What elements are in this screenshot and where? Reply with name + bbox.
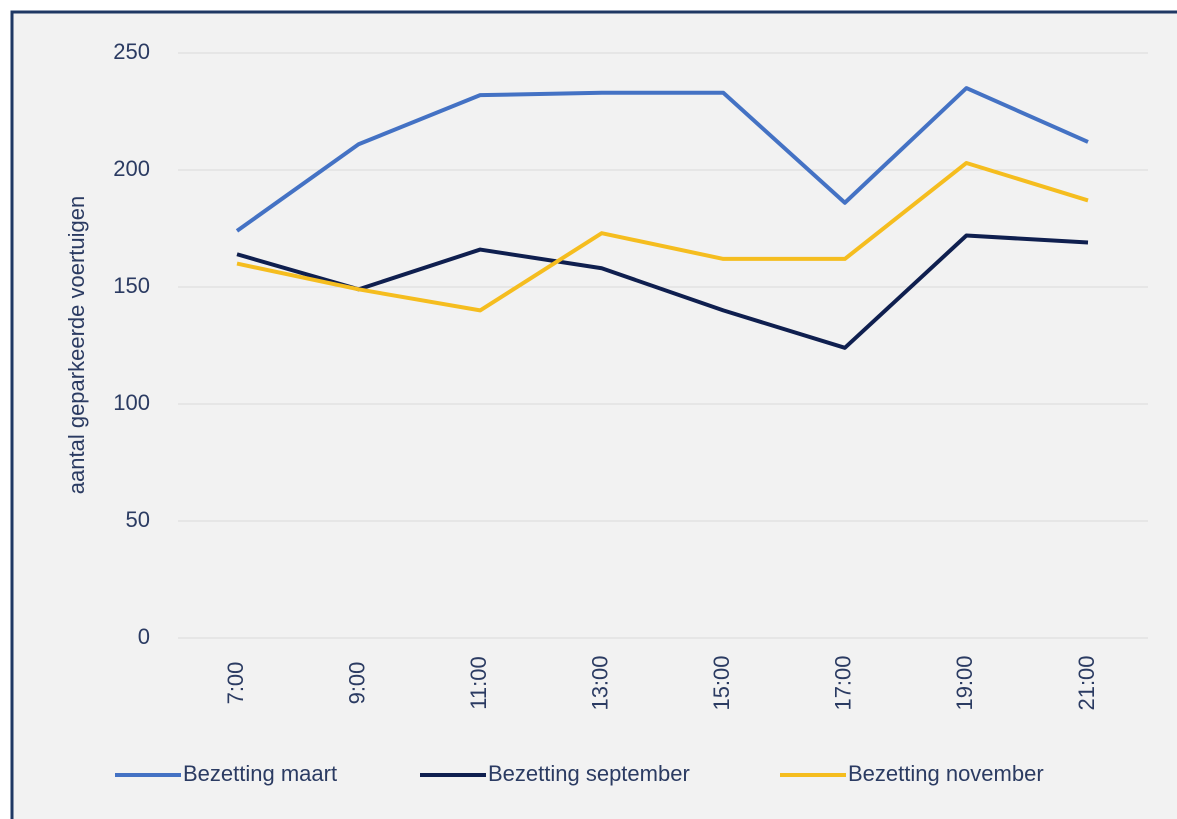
x-tick-label: 19:00	[952, 655, 977, 710]
x-tick-label: 7:00	[223, 662, 248, 705]
x-tick-label: 21:00	[1074, 655, 1099, 710]
line-series	[236, 160, 1089, 313]
legend-label: Bezetting november	[848, 761, 1044, 786]
y-tick-label: 100	[113, 390, 150, 415]
x-tick-label: 17:00	[831, 655, 856, 710]
y-tick-label: 150	[113, 273, 150, 298]
x-tick-label: 9:00	[344, 662, 369, 705]
y-tick-label: 50	[126, 507, 150, 532]
legend-label: Bezetting maart	[183, 761, 337, 786]
chart-frame	[10, 10, 1177, 819]
x-tick-label: 13:00	[588, 655, 613, 710]
x-tick-label: 11:00	[466, 656, 491, 709]
y-tick-label: 200	[113, 156, 150, 181]
line-series	[236, 233, 1089, 350]
line-series	[235, 86, 1089, 233]
y-tick-label: 250	[113, 39, 150, 64]
x-tick-label: 15:00	[709, 655, 734, 710]
legend-label: Bezetting september	[488, 761, 690, 786]
y-axis-label: aantal geparkeerde voertuigen	[64, 196, 89, 494]
y-tick-label: 0	[138, 624, 150, 649]
